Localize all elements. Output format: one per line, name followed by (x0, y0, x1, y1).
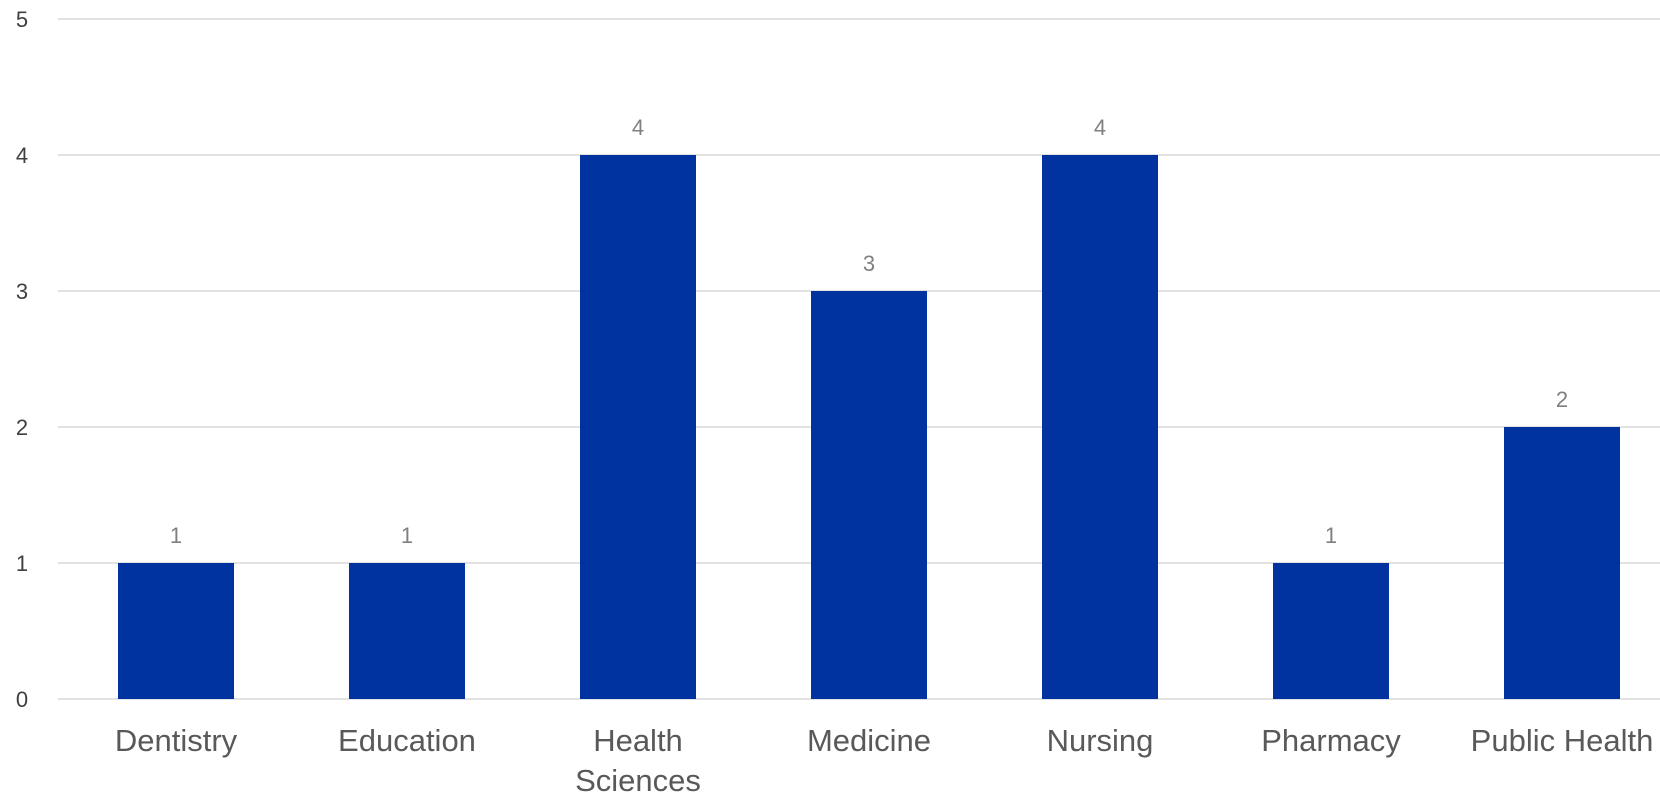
bar-pharmacy (1273, 563, 1389, 699)
data-label: 1 (1325, 523, 1337, 548)
x-tick-label-line: Health (593, 723, 683, 758)
data-label: 4 (1094, 115, 1106, 140)
x-tick-label-line: Education (338, 723, 476, 758)
bar-public-health (1504, 427, 1620, 699)
x-tick-label: Health Sciences (575, 723, 701, 796)
bar-health-sciences (580, 155, 696, 699)
bar-dentistry (118, 563, 234, 699)
x-tick-label-line: Sciences (575, 763, 701, 796)
data-label: 2 (1556, 387, 1568, 412)
x-tick-label: Pharmacy (1261, 723, 1401, 758)
y-tick-label: 4 (16, 143, 28, 168)
x-tick-label: Public Health (1471, 723, 1654, 758)
x-tick-label-line: Medicine (807, 723, 931, 758)
x-axis-tick-labels: Dentistry Education Health Sciences Medicine… (115, 723, 1653, 796)
data-label: 1 (170, 523, 182, 548)
y-tick-label: 0 (16, 687, 28, 712)
x-tick-label: Nursing (1047, 723, 1154, 758)
bar-medicine (811, 291, 927, 699)
x-tick-label-line: Nursing (1047, 723, 1154, 758)
y-tick-label: 5 (16, 7, 28, 32)
x-tick-label: Medicine (807, 723, 931, 758)
bars (118, 155, 1620, 699)
x-tick-label: Education (338, 723, 476, 758)
data-label: 1 (401, 523, 413, 548)
x-tick-label-line: Pharmacy (1261, 723, 1401, 758)
data-label: 3 (863, 251, 875, 276)
y-tick-label: 1 (16, 551, 28, 576)
x-tick-label-line: Dentistry (115, 723, 238, 758)
bar-education (349, 563, 465, 699)
x-tick-label: Dentistry (115, 723, 238, 758)
y-tick-label: 3 (16, 279, 28, 304)
bar-nursing (1042, 155, 1158, 699)
data-label: 4 (632, 115, 644, 140)
data-labels: 1 1 4 3 4 1 2 (170, 115, 1568, 548)
x-tick-label-line: Public Health (1471, 723, 1654, 758)
y-axis-tick-labels: 0 1 2 3 4 5 (16, 7, 28, 712)
y-tick-label: 2 (16, 415, 28, 440)
